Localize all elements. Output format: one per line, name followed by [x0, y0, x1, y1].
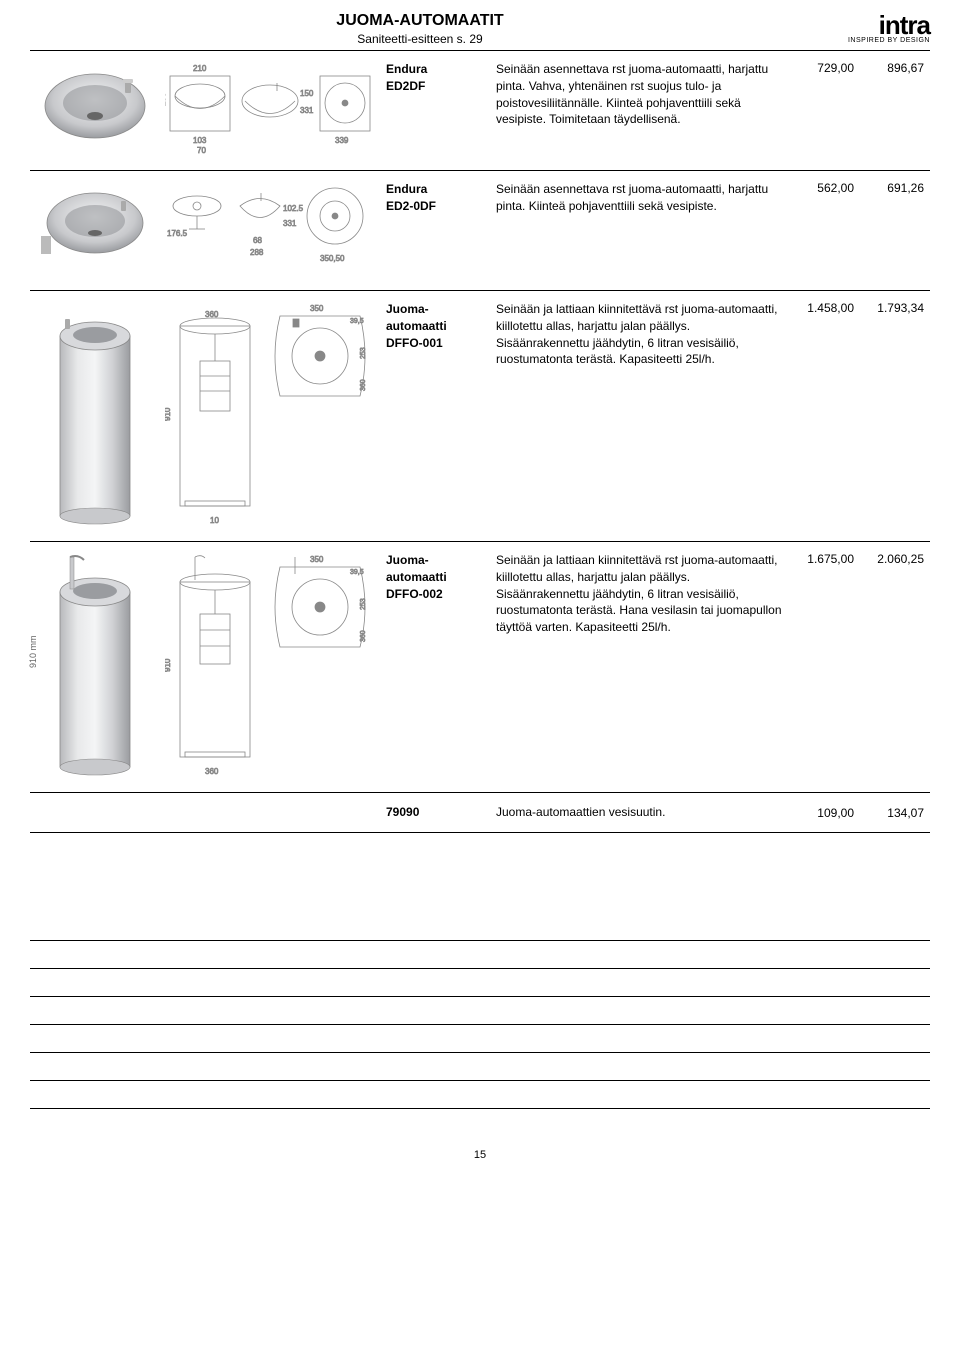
name-line: ED2DF	[386, 78, 484, 95]
header-title-block: JUOMA-AUTOMAATIT Saniteetti-esitteen s. …	[30, 12, 810, 46]
svg-text:102.5: 102.5	[283, 204, 304, 213]
svg-text:253: 253	[360, 598, 367, 610]
product-price1: 562,00	[790, 177, 860, 284]
name-line: automaatti	[386, 318, 484, 335]
product-image	[30, 177, 160, 284]
svg-text:339: 339	[335, 136, 349, 145]
product-description: Seinään asennettava rst juoma-automaatti…	[490, 57, 790, 164]
svg-text:360: 360	[360, 379, 367, 391]
svg-text:331: 331	[300, 106, 314, 115]
product-name: Endura ED2DF	[380, 57, 490, 164]
name-line: Endura	[386, 61, 484, 78]
name-line: Juoma-	[386, 301, 484, 318]
svg-text:331: 331	[283, 219, 297, 228]
empty-line	[30, 997, 930, 1025]
logo-text: intra	[810, 14, 930, 37]
product-image	[30, 809, 160, 817]
name-line: Juoma-	[386, 552, 484, 569]
product-price2: 1.793,34	[860, 297, 930, 535]
logo-tagline: INSPIRED BY DESIGN	[810, 37, 930, 44]
svg-text:39,5: 39,5	[350, 318, 364, 325]
product-description: Seinään asennettava rst juoma-automaatti…	[490, 177, 790, 284]
svg-text:210: 210	[193, 64, 207, 73]
technical-drawing: 910 360 350 39,5 253 360	[160, 548, 380, 786]
product-row: 910 mm 910 360	[30, 542, 930, 793]
svg-text:350,50: 350,50	[320, 254, 345, 263]
technical-drawing	[160, 809, 380, 817]
svg-text:350: 350	[310, 555, 324, 564]
technical-drawing: 296 210 103 70 150 331 339	[160, 57, 380, 164]
technical-drawing: 176.5 102.5 331 68 288 350,50	[160, 177, 380, 284]
product-image	[30, 297, 160, 535]
page-title: JUOMA-AUTOMAATIT	[30, 12, 810, 30]
name-line: DFFO-001	[386, 335, 484, 352]
svg-text:176.5: 176.5	[167, 229, 188, 238]
svg-text:39,5: 39,5	[350, 569, 364, 576]
product-price1: 1.675,00	[790, 548, 860, 786]
product-price2: 2.060,25	[860, 548, 930, 786]
name-line: ED2-0DF	[386, 198, 484, 215]
svg-text:68: 68	[253, 236, 262, 245]
svg-text:296: 296	[165, 92, 167, 106]
product-price2: 691,26	[860, 177, 930, 284]
empty-line	[30, 969, 930, 997]
product-row: 296 210 103 70 150 331 339 Endura ED	[30, 51, 930, 171]
product-price2: 896,67	[860, 57, 930, 164]
empty-line	[30, 1053, 930, 1081]
product-price2: 134,07	[860, 802, 930, 824]
product-price1: 729,00	[790, 57, 860, 164]
svg-text:10: 10	[210, 516, 219, 525]
page-header: JUOMA-AUTOMAATIT Saniteetti-esitteen s. …	[30, 12, 930, 51]
technical-drawing: 360 910 10 350 39,5 253 360	[160, 297, 380, 535]
product-description: Juoma-automaattien vesisuutin.	[490, 800, 790, 825]
svg-text:360: 360	[205, 310, 219, 319]
svg-text:70: 70	[197, 146, 206, 155]
product-price1: 1.458,00	[790, 297, 860, 535]
product-name: Juoma- automaatti DFFO-002	[380, 548, 490, 786]
empty-line	[30, 913, 930, 941]
svg-text:360: 360	[360, 630, 367, 642]
product-name: Endura ED2-0DF	[380, 177, 490, 284]
product-description: Seinään ja lattiaan kiinnitettävä rst ju…	[490, 297, 790, 535]
svg-text:103: 103	[193, 136, 207, 145]
name-line: DFFO-002	[386, 586, 484, 603]
svg-text:288: 288	[250, 248, 264, 257]
product-image: 910 mm	[30, 548, 160, 786]
product-name: Juoma- automaatti DFFO-001	[380, 297, 490, 535]
page-number: 15	[30, 1149, 930, 1161]
name-line: automaatti	[386, 569, 484, 586]
product-row: 176.5 102.5 331 68 288 350,50 Endura ED2…	[30, 171, 930, 291]
brand-logo: intra INSPIRED BY DESIGN	[810, 12, 930, 44]
svg-text:910: 910	[165, 407, 172, 421]
svg-text:253: 253	[360, 347, 367, 359]
empty-rows-block	[30, 913, 930, 1109]
product-row: 79090 Juoma-automaattien vesisuutin. 109…	[30, 793, 930, 833]
name-line: Endura	[386, 181, 484, 198]
svg-text:910: 910	[165, 658, 172, 672]
svg-text:350: 350	[310, 304, 324, 313]
svg-text:150: 150	[300, 89, 314, 98]
svg-text:360: 360	[205, 767, 219, 776]
empty-line	[30, 1025, 930, 1053]
product-description: Seinään ja lattiaan kiinnitettävä rst ju…	[490, 548, 790, 786]
product-price1: 109,00	[790, 802, 860, 824]
empty-line	[30, 941, 930, 969]
empty-line	[30, 1081, 930, 1109]
product-name: 79090	[380, 800, 490, 825]
dimension-label: 910 mm	[28, 635, 38, 668]
product-row: 360 910 10 350 39,5 253 360 Juoma- autom…	[30, 291, 930, 542]
name-line: 79090	[386, 804, 484, 821]
page-subtitle: Saniteetti-esitteen s. 29	[30, 32, 810, 46]
product-image	[30, 57, 160, 164]
